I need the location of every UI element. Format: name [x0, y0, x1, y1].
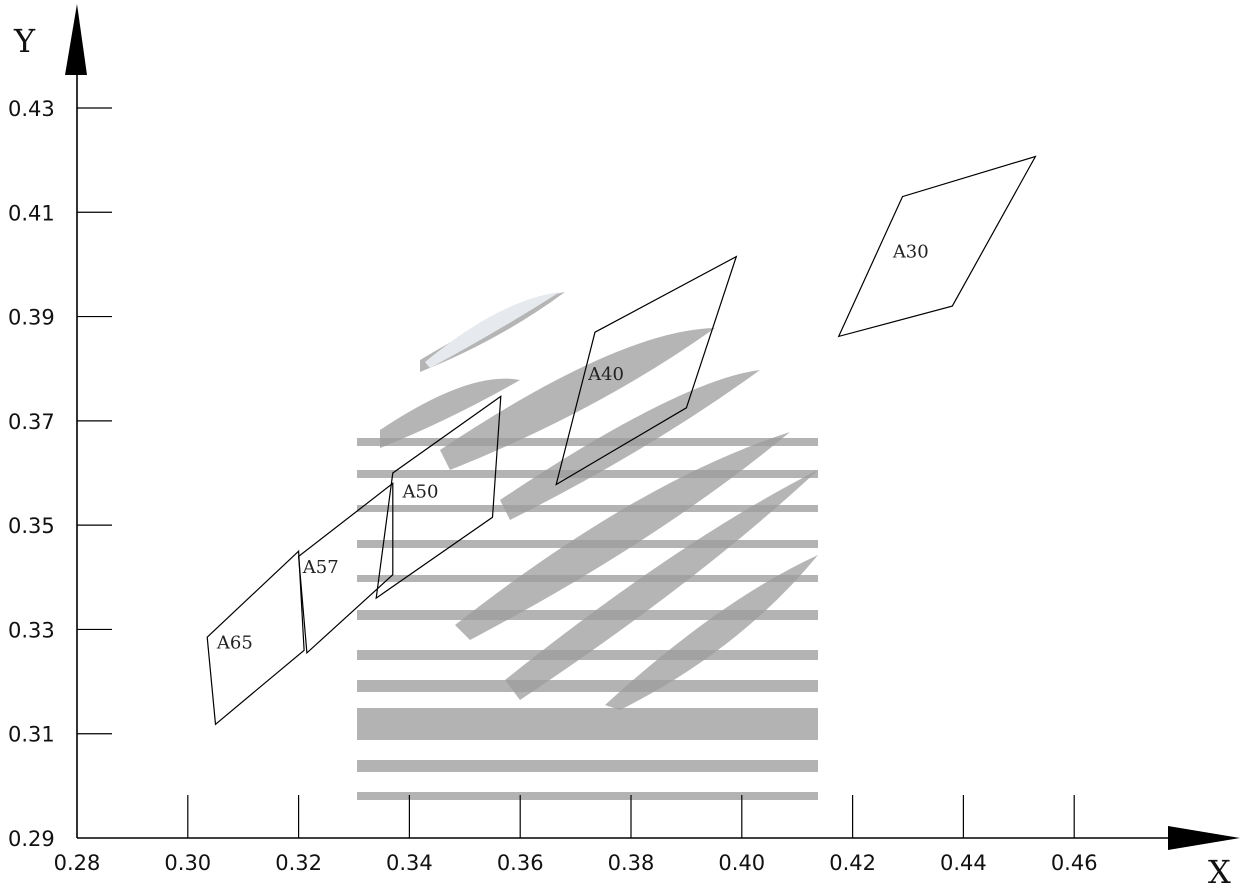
x-tick-label: 0.38: [608, 851, 655, 875]
artifact-streak: [380, 378, 520, 448]
zone-a50-label: A50: [402, 481, 439, 502]
x-axis-arrow: [1168, 826, 1240, 850]
artifact-stripe: [357, 680, 818, 692]
y-tick-label: 0.29: [8, 827, 55, 851]
artifact-streak: [505, 470, 818, 700]
y-tick-label: 0.31: [8, 723, 55, 747]
x-tick-label: 0.42: [829, 851, 876, 875]
x-tick-label: 0.34: [386, 851, 433, 875]
x-tick-label: 0.30: [164, 851, 211, 875]
y-tick-label: 0.37: [8, 410, 55, 434]
zone-a57-outline: [297, 482, 394, 655]
y-tick-label: 0.43: [8, 97, 55, 121]
artifact-stripe: [357, 575, 818, 582]
artifact-stripe: [357, 505, 818, 512]
y-tick-label: 0.35: [8, 514, 55, 538]
artifact-streak: [500, 370, 760, 520]
artifact-streak: [455, 432, 790, 640]
zone-a40-label: A40: [587, 364, 624, 385]
artifact-stripe: [357, 438, 818, 446]
x-tick-label: 0.28: [54, 851, 101, 875]
artifact-haze: [425, 292, 560, 368]
x-tick-label: 0.44: [940, 851, 987, 875]
zone-a65-outline: [206, 549, 305, 726]
x-ticks: 0.28 0.30 0.32 0.34 0.36 0.38 0.40 0.42 0.44 0.46: [54, 795, 1098, 875]
x-tick-label: 0.36: [497, 851, 544, 875]
zone-a50-outline: [375, 395, 502, 600]
y-axis-title: Y: [13, 22, 36, 60]
y-axis-arrow: [65, 4, 87, 75]
zone-a57-label: A57: [302, 557, 339, 578]
artifact-stripe: [357, 708, 818, 740]
artifact-stripe: [357, 610, 818, 620]
artifact-stripe: [357, 650, 818, 660]
y-tick-label: 0.33: [8, 618, 55, 642]
y-tick-label: 0.41: [8, 201, 55, 225]
x-tick-label: 0.46: [1051, 851, 1098, 875]
zone-a40-outline: [555, 255, 738, 486]
zone-a65-label: A65: [216, 632, 253, 653]
artifact-stripe: [357, 760, 818, 772]
zones: A30 A40 A50 A57 A65: [206, 155, 1037, 726]
x-axis-title: X: [1208, 853, 1231, 885]
artifact-streak: [605, 555, 818, 710]
zone-a30-outline: [837, 155, 1037, 338]
x-tick-label: 0.40: [718, 851, 765, 875]
y-tick-label: 0.39: [8, 306, 55, 330]
x-tick-label: 0.32: [275, 851, 322, 875]
y-ticks: 0.29 0.31 0.33 0.35 0.37 0.39 0.41 0.43: [8, 97, 112, 851]
artifact-stripe: [357, 792, 818, 800]
zone-a30-label: A30: [892, 241, 929, 262]
